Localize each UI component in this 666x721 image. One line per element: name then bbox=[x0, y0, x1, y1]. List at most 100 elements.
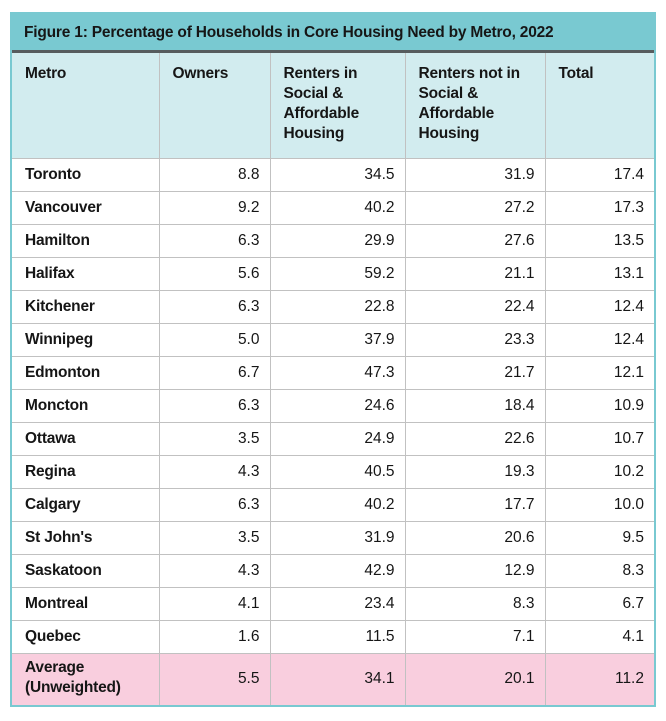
renters-social-value-cell: 29.9 bbox=[269, 223, 406, 258]
owners-value-cell: 3.5 bbox=[158, 421, 271, 456]
table-row: Hamilton 6.3 29.9 27.6 13.5 bbox=[12, 223, 654, 258]
total-value-cell: 12.4 bbox=[544, 289, 654, 324]
renters-not-social-value-cell: 17.7 bbox=[404, 487, 546, 522]
metro-cell: Saskatoon bbox=[12, 553, 160, 588]
total-value-cell: 4.1 bbox=[544, 619, 654, 654]
column-header-renters-not-social: Renters not in Social & Affordable Housi… bbox=[404, 53, 546, 159]
owners-value-cell: 4.3 bbox=[158, 454, 271, 489]
figure-title: Figure 1: Percentage of Households in Co… bbox=[12, 14, 654, 53]
renters-not-social-value-cell: 8.3 bbox=[404, 586, 546, 621]
total-value-cell: 8.3 bbox=[544, 553, 654, 588]
renters-social-value-cell: 40.2 bbox=[269, 190, 406, 225]
metro-cell: Montreal bbox=[12, 586, 160, 621]
table-row: Quebec 1.6 11.5 7.1 4.1 bbox=[12, 619, 654, 654]
owners-value-cell: 4.1 bbox=[158, 586, 271, 621]
average-owners-value: 5.5 bbox=[158, 652, 271, 705]
column-header-total: Total bbox=[544, 53, 654, 159]
renters-not-social-value-cell: 27.6 bbox=[404, 223, 546, 258]
total-value-cell: 6.7 bbox=[544, 586, 654, 621]
figure-table: Figure 1: Percentage of Households in Co… bbox=[10, 12, 656, 707]
renters-social-value-cell: 24.6 bbox=[269, 388, 406, 423]
table-row: Edmonton 6.7 47.3 21.7 12.1 bbox=[12, 355, 654, 390]
core-housing-need-table: Metro Owners Renters in Social & Afforda… bbox=[12, 53, 654, 705]
metro-cell: Quebec bbox=[12, 619, 160, 654]
renters-social-value-cell: 23.4 bbox=[269, 586, 406, 621]
owners-value-cell: 4.3 bbox=[158, 553, 271, 588]
table-row: Saskatoon 4.3 42.9 12.9 8.3 bbox=[12, 553, 654, 588]
total-value-cell: 13.5 bbox=[544, 223, 654, 258]
renters-not-social-value-cell: 31.9 bbox=[404, 157, 546, 192]
average-total-value: 11.2 bbox=[544, 652, 654, 705]
table-footer: Average (Unweighted) 5.5 34.1 20.1 11.2 bbox=[12, 652, 654, 705]
metro-cell: Halifax bbox=[12, 256, 160, 291]
table-row: Toronto 8.8 34.5 31.9 17.4 bbox=[12, 157, 654, 192]
renters-not-social-value-cell: 12.9 bbox=[404, 553, 546, 588]
total-value-cell: 10.2 bbox=[544, 454, 654, 489]
renters-not-social-value-cell: 23.3 bbox=[404, 322, 546, 357]
owners-value-cell: 8.8 bbox=[158, 157, 271, 192]
total-value-cell: 10.7 bbox=[544, 421, 654, 456]
owners-value-cell: 9.2 bbox=[158, 190, 271, 225]
metro-cell: St John's bbox=[12, 520, 160, 555]
owners-value-cell: 5.0 bbox=[158, 322, 271, 357]
average-renters-not-social-value: 20.1 bbox=[404, 652, 546, 705]
renters-not-social-value-cell: 20.6 bbox=[404, 520, 546, 555]
table-row: Calgary 6.3 40.2 17.7 10.0 bbox=[12, 487, 654, 522]
renters-social-value-cell: 22.8 bbox=[269, 289, 406, 324]
total-value-cell: 9.5 bbox=[544, 520, 654, 555]
renters-social-value-cell: 34.5 bbox=[269, 157, 406, 192]
metro-cell: Hamilton bbox=[12, 223, 160, 258]
renters-social-value-cell: 40.5 bbox=[269, 454, 406, 489]
renters-not-social-value-cell: 21.7 bbox=[404, 355, 546, 390]
total-value-cell: 10.0 bbox=[544, 487, 654, 522]
renters-social-value-cell: 59.2 bbox=[269, 256, 406, 291]
owners-value-cell: 1.6 bbox=[158, 619, 271, 654]
renters-not-social-value-cell: 22.6 bbox=[404, 421, 546, 456]
table-body: Toronto 8.8 34.5 31.9 17.4 Vancouver 9.2… bbox=[12, 157, 654, 654]
renters-not-social-value-cell: 22.4 bbox=[404, 289, 546, 324]
table-row: Regina 4.3 40.5 19.3 10.2 bbox=[12, 454, 654, 489]
metro-cell: Ottawa bbox=[12, 421, 160, 456]
table-row: Vancouver 9.2 40.2 27.2 17.3 bbox=[12, 190, 654, 225]
total-value-cell: 17.3 bbox=[544, 190, 654, 225]
owners-value-cell: 6.3 bbox=[158, 388, 271, 423]
total-value-cell: 12.1 bbox=[544, 355, 654, 390]
renters-social-value-cell: 37.9 bbox=[269, 322, 406, 357]
metro-cell: Toronto bbox=[12, 157, 160, 192]
renters-social-value-cell: 40.2 bbox=[269, 487, 406, 522]
owners-value-cell: 5.6 bbox=[158, 256, 271, 291]
table-row: Halifax 5.6 59.2 21.1 13.1 bbox=[12, 256, 654, 291]
table-row: Montreal 4.1 23.4 8.3 6.7 bbox=[12, 586, 654, 621]
renters-not-social-value-cell: 7.1 bbox=[404, 619, 546, 654]
average-label: Average (Unweighted) bbox=[12, 652, 160, 705]
metro-cell: Edmonton bbox=[12, 355, 160, 390]
owners-value-cell: 6.3 bbox=[158, 289, 271, 324]
owners-value-cell: 3.5 bbox=[158, 520, 271, 555]
renters-not-social-value-cell: 18.4 bbox=[404, 388, 546, 423]
total-value-cell: 10.9 bbox=[544, 388, 654, 423]
total-value-cell: 17.4 bbox=[544, 157, 654, 192]
table-row: St John's 3.5 31.9 20.6 9.5 bbox=[12, 520, 654, 555]
renters-social-value-cell: 31.9 bbox=[269, 520, 406, 555]
renters-social-value-cell: 42.9 bbox=[269, 553, 406, 588]
header-row: Metro Owners Renters in Social & Afforda… bbox=[12, 53, 654, 159]
metro-cell: Winnipeg bbox=[12, 322, 160, 357]
average-row: Average (Unweighted) 5.5 34.1 20.1 11.2 bbox=[12, 652, 654, 705]
table-row: Winnipeg 5.0 37.9 23.3 12.4 bbox=[12, 322, 654, 357]
renters-not-social-value-cell: 19.3 bbox=[404, 454, 546, 489]
renters-social-value-cell: 47.3 bbox=[269, 355, 406, 390]
metro-cell: Kitchener bbox=[12, 289, 160, 324]
average-renters-social-value: 34.1 bbox=[269, 652, 406, 705]
owners-value-cell: 6.3 bbox=[158, 487, 271, 522]
column-header-metro: Metro bbox=[12, 53, 160, 159]
metro-cell: Calgary bbox=[12, 487, 160, 522]
metro-cell: Regina bbox=[12, 454, 160, 489]
table-row: Moncton 6.3 24.6 18.4 10.9 bbox=[12, 388, 654, 423]
column-header-owners: Owners bbox=[158, 53, 271, 159]
owners-value-cell: 6.3 bbox=[158, 223, 271, 258]
renters-social-value-cell: 11.5 bbox=[269, 619, 406, 654]
column-header-renters-social: Renters in Social & Affordable Housing bbox=[269, 53, 406, 159]
total-value-cell: 13.1 bbox=[544, 256, 654, 291]
table-row: Kitchener 6.3 22.8 22.4 12.4 bbox=[12, 289, 654, 324]
metro-cell: Moncton bbox=[12, 388, 160, 423]
